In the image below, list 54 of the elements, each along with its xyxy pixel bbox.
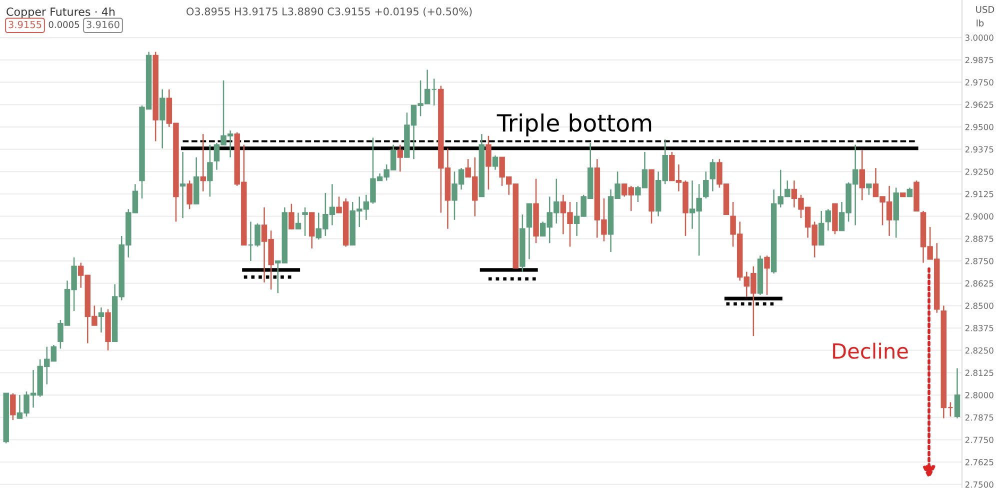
y-tick-label: 2.9375: [965, 146, 994, 153]
y-tick-label: 2.8125: [965, 370, 994, 376]
y-tick-label: 2.8375: [965, 324, 994, 332]
y-tick-label: 2.7750: [965, 436, 994, 444]
candlestick: [302, 206, 308, 237]
annotation: 3.9155: [8, 20, 42, 28]
candlestick: [308, 212, 315, 250]
candlestick: [703, 170, 709, 200]
candlestick: [710, 158, 716, 192]
candlestick: [859, 150, 865, 201]
candlestick: [818, 210, 824, 246]
candlestick: [180, 151, 186, 219]
candlestick: [397, 144, 404, 172]
y-tick-label: 2.7875: [965, 414, 994, 421]
candlestick: [10, 392, 16, 421]
y-tick-label: 2.9500: [965, 124, 994, 130]
candlestick: [526, 203, 532, 260]
candlestick: [486, 135, 492, 190]
y-tick-label: 2.8625: [965, 280, 994, 287]
candlestick: [200, 133, 206, 192]
y-tick-label: 2.8000: [965, 392, 994, 398]
text: lb: [976, 20, 984, 27]
candlestick: [431, 78, 437, 106]
y-tick-label: 2.7500: [965, 481, 994, 488]
candlestick: [492, 154, 498, 170]
candlestick: [866, 183, 872, 196]
y-tick-label: 2.8750: [965, 258, 994, 264]
y-tick-label: 2.8875: [965, 236, 994, 242]
candlestick: [954, 368, 960, 419]
candlestick: [186, 180, 192, 210]
annotation: Triple bottom: [496, 114, 652, 136]
y-tick-label: 2.7625: [965, 459, 994, 466]
y-tick-label: 2.9875: [965, 56, 994, 64]
annotation: O3.8955 H3.9175 L3.8890 C3.9155 +0.0195 (+0.50%): [186, 7, 472, 17]
candlestick: [764, 254, 770, 296]
annotation: Decline: [833, 342, 908, 359]
y-tick-label: 2.8250: [965, 347, 994, 354]
y-tick-label: 2.9000: [965, 213, 994, 220]
candlestick: [160, 88, 166, 149]
y-tick-label: 2.9125: [965, 190, 994, 198]
y-tick-label: 2.9250: [965, 168, 994, 175]
y-tick-label: 2.9625: [965, 102, 994, 108]
candlestick: [98, 306, 104, 334]
y-tick-label: 2.8500: [965, 302, 994, 309]
text: Copper Futures · 4h: [6, 7, 115, 18]
candlestick: [288, 203, 294, 230]
text: USD: [976, 6, 994, 13]
candlestick: [207, 144, 213, 198]
candlestick: [295, 212, 302, 230]
annotation: 3.9160: [86, 20, 120, 28]
y-tick-label: 2.9750: [965, 79, 994, 86]
annotation: 0.0005: [48, 21, 80, 28]
candlestick: [825, 208, 832, 232]
y-tick-label: 3.0000: [965, 34, 994, 41]
